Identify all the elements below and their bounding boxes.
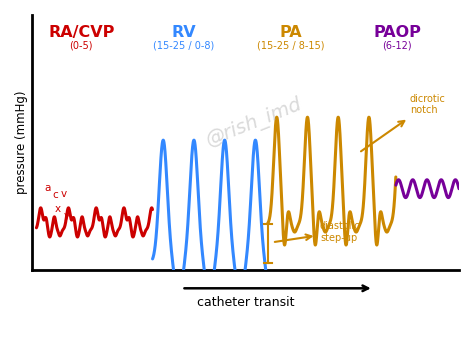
Text: diastolic
step-up: diastolic step-up: [275, 221, 360, 243]
Text: (15-25 / 8-15): (15-25 / 8-15): [256, 41, 324, 51]
Text: PA: PA: [279, 25, 302, 40]
Text: (6-12): (6-12): [383, 41, 412, 51]
Text: (15-25 / 0-8): (15-25 / 0-8): [153, 41, 214, 51]
Y-axis label: pressure (mmHg): pressure (mmHg): [15, 91, 28, 194]
Text: a: a: [44, 183, 50, 193]
Text: dicrotic
notch: dicrotic notch: [361, 93, 446, 151]
Text: RV: RV: [172, 25, 196, 40]
Text: v: v: [61, 189, 67, 199]
Text: @rish_imd: @rish_imd: [203, 94, 305, 151]
Text: RA/CVP: RA/CVP: [48, 25, 114, 40]
Text: catheter transit: catheter transit: [197, 296, 294, 309]
Text: x: x: [55, 204, 61, 214]
Text: PAOP: PAOP: [373, 25, 421, 40]
Text: c: c: [52, 190, 58, 200]
Text: (0-5): (0-5): [70, 41, 93, 51]
Text: y: y: [64, 211, 70, 221]
